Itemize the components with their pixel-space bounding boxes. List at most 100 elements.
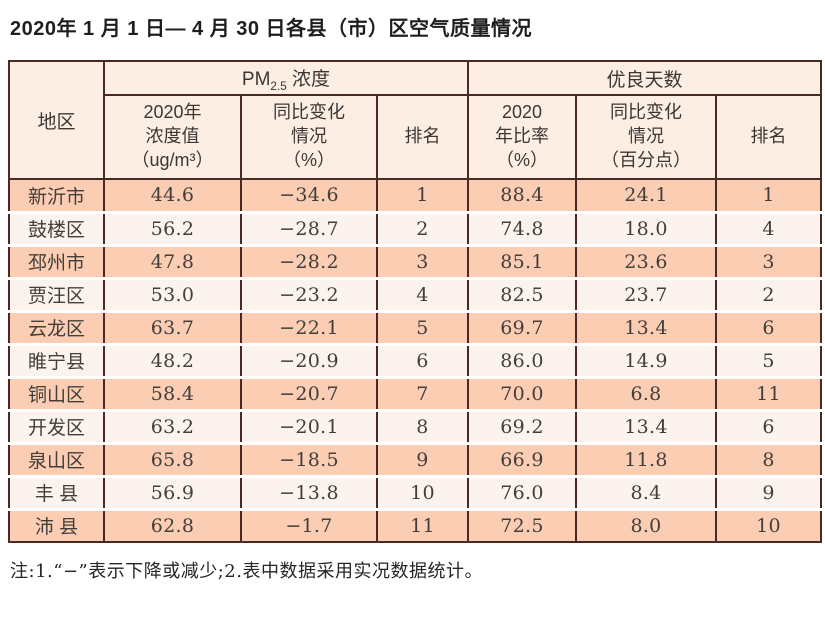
ratio-change-cell: 14.9 — [575, 342, 717, 377]
region-cell: 睢宁县 — [8, 342, 105, 377]
rank-pm-cell: 7 — [376, 375, 469, 410]
rank-days-cell: 1 — [714, 178, 823, 212]
rank-days-cell: 3 — [714, 243, 823, 278]
conc-cell: 58.4 — [103, 375, 242, 410]
conc-cell: 56.9 — [103, 474, 242, 509]
table-row: 铜山区 58.4 −20.7 7 70.0 6.8 11 — [8, 375, 823, 410]
region-cell: 铜山区 — [8, 375, 105, 410]
rank-days-cell: 9 — [714, 474, 823, 509]
rank-days-cell: 4 — [714, 210, 823, 245]
rank-days-cell: 6 — [714, 408, 823, 443]
table-head: 地区 PM2.5 浓度 优良天数 2020年 浓度值 （ug/m³） 同比变化 … — [8, 60, 823, 180]
page-title: 2020年 1 月 1 日— 4 月 30 日各县（市）区空气质量情况 — [10, 18, 533, 40]
sub-header-row: 2020年 浓度值 （ug/m³） 同比变化 情况 （%） 排名 2020 年比… — [9, 94, 823, 180]
ratio-change-cell: 13.4 — [575, 309, 717, 344]
rank-pm-cell: 11 — [376, 507, 469, 542]
ratio-cell: 70.0 — [467, 375, 577, 410]
ratio-cell: 74.8 — [467, 210, 577, 245]
ratio-change-cell: 8.4 — [575, 474, 717, 509]
conc-change-cell: −18.5 — [240, 441, 378, 476]
rank-days-cell: 5 — [714, 342, 823, 377]
conc-cell: 63.7 — [103, 309, 242, 344]
region-cell: 丰 县 — [8, 474, 105, 509]
conc-cell: 48.2 — [103, 342, 242, 377]
conc-change-cell: −20.7 — [240, 375, 378, 410]
region-cell: 沛 县 — [8, 507, 105, 542]
rank-pm-cell: 4 — [376, 276, 469, 311]
rank-days-cell: 8 — [714, 441, 823, 476]
group-header-row: 地区 PM2.5 浓度 优良天数 — [8, 60, 823, 180]
conc-change-cell: −20.1 — [240, 408, 378, 443]
ratio-change-header: 同比变化 情况 （百分点） — [575, 94, 717, 180]
ratio-change-cell: 23.7 — [575, 276, 717, 311]
ratio-cell: 69.7 — [467, 309, 577, 344]
ratio-change-cell: 24.1 — [575, 178, 717, 212]
ratio-change-cell: 23.6 — [575, 243, 717, 278]
conc-change-cell: −23.2 — [240, 276, 378, 311]
table-row: 邳州市 47.8 −28.2 3 85.1 23.6 3 — [8, 243, 823, 278]
region-cell: 贾汪区 — [8, 276, 105, 311]
good-days-group-header: 优良天数 — [466, 60, 823, 96]
conc-change-cell: −28.2 — [240, 243, 378, 278]
conc-cell: 62.8 — [103, 507, 242, 542]
region-column-header: 地区 — [8, 60, 105, 180]
days-rank-header: 排名 — [714, 94, 823, 180]
conc-cell: 63.2 — [103, 408, 242, 443]
table-row: 新沂市 44.6 −34.6 1 88.4 24.1 1 — [8, 178, 823, 212]
conc-change-cell: −34.6 — [240, 178, 378, 212]
pm25-group-header: PM2.5 浓度 — [103, 60, 469, 96]
footnote: 注:1.“−”表示下降或减少;2.表中数据采用实况数据统计。 — [10, 561, 483, 582]
rank-days-cell: 11 — [714, 375, 823, 410]
table-row: 沛 县 62.8 −1.7 11 72.5 8.0 10 — [8, 507, 823, 542]
table-body: 新沂市 44.6 −34.6 1 88.4 24.1 1 鼓楼区 56.2 −28.7 2 74.8 1… — [8, 178, 823, 542]
table-row: 泉山区 65.8 −18.5 9 66.9 11.8 8 — [8, 441, 823, 476]
rank-pm-cell: 5 — [376, 309, 469, 344]
ratio-cell: 69.2 — [467, 408, 577, 443]
pm-suffix-label: 浓度 — [286, 68, 331, 90]
table-row: 丰 县 56.9 −13.8 10 76.0 8.4 9 — [8, 474, 823, 509]
ratio-cell: 85.1 — [467, 243, 577, 278]
conc-change-cell: −28.7 — [240, 210, 378, 245]
table-row: 睢宁县 48.2 −20.9 6 86.0 14.9 5 — [8, 342, 823, 377]
rank-pm-cell: 10 — [376, 474, 469, 509]
rank-pm-cell: 8 — [376, 408, 469, 443]
region-cell: 邳州市 — [8, 243, 105, 278]
air-quality-table: 地区 PM2.5 浓度 优良天数 2020年 浓度值 （ug/m³） 同比变化 … — [8, 60, 823, 543]
conc-change-cell: −1.7 — [240, 507, 378, 542]
table-row: 贾汪区 53.0 −23.2 4 82.5 23.7 2 — [8, 276, 823, 311]
ratio-change-cell: 18.0 — [575, 210, 717, 245]
ratio-change-cell: 6.8 — [575, 375, 717, 410]
ratio-cell: 86.0 — [467, 342, 577, 377]
rank-pm-cell: 9 — [376, 441, 469, 476]
conc-cell: 47.8 — [103, 243, 242, 278]
ratio-change-cell: 13.4 — [575, 408, 717, 443]
conc-change-cell: −20.9 — [240, 342, 378, 377]
ratio-cell: 88.4 — [467, 178, 577, 212]
pm-rank-header: 排名 — [376, 94, 469, 180]
concentration-header: 2020年 浓度值 （ug/m³） — [103, 94, 242, 180]
concentration-change-header: 同比变化 情况 （%） — [240, 94, 378, 180]
pm-label: PM — [241, 68, 271, 90]
conc-change-cell: −22.1 — [240, 309, 378, 344]
ratio-change-cell: 11.8 — [575, 441, 717, 476]
region-cell: 泉山区 — [8, 441, 105, 476]
ratio-cell: 82.5 — [467, 276, 577, 311]
rank-pm-cell: 6 — [376, 342, 469, 377]
table-row: 云龙区 63.7 −22.1 5 69.7 13.4 6 — [8, 309, 823, 344]
table-row: 开发区 63.2 −20.1 8 69.2 13.4 6 — [8, 408, 823, 443]
region-cell: 云龙区 — [8, 309, 105, 344]
rank-pm-cell: 1 — [376, 178, 469, 212]
conc-cell: 65.8 — [103, 441, 242, 476]
ratio-cell: 76.0 — [467, 474, 577, 509]
region-cell: 开发区 — [8, 408, 105, 443]
conc-cell: 53.0 — [103, 276, 242, 311]
pm-subscript-label: 2.5 — [270, 79, 287, 93]
conc-change-cell: −13.8 — [240, 474, 378, 509]
ratio-cell: 72.5 — [467, 507, 577, 542]
page: 2020年 1 月 1 日— 4 月 30 日各县（市）区空气质量情况 地区 P… — [8, 18, 823, 582]
conc-cell: 56.2 — [103, 210, 242, 245]
region-cell: 鼓楼区 — [8, 210, 105, 245]
ratio-change-cell: 8.0 — [575, 507, 717, 542]
conc-cell: 44.6 — [103, 178, 242, 212]
ratio-header: 2020 年比率 （%） — [467, 94, 577, 180]
